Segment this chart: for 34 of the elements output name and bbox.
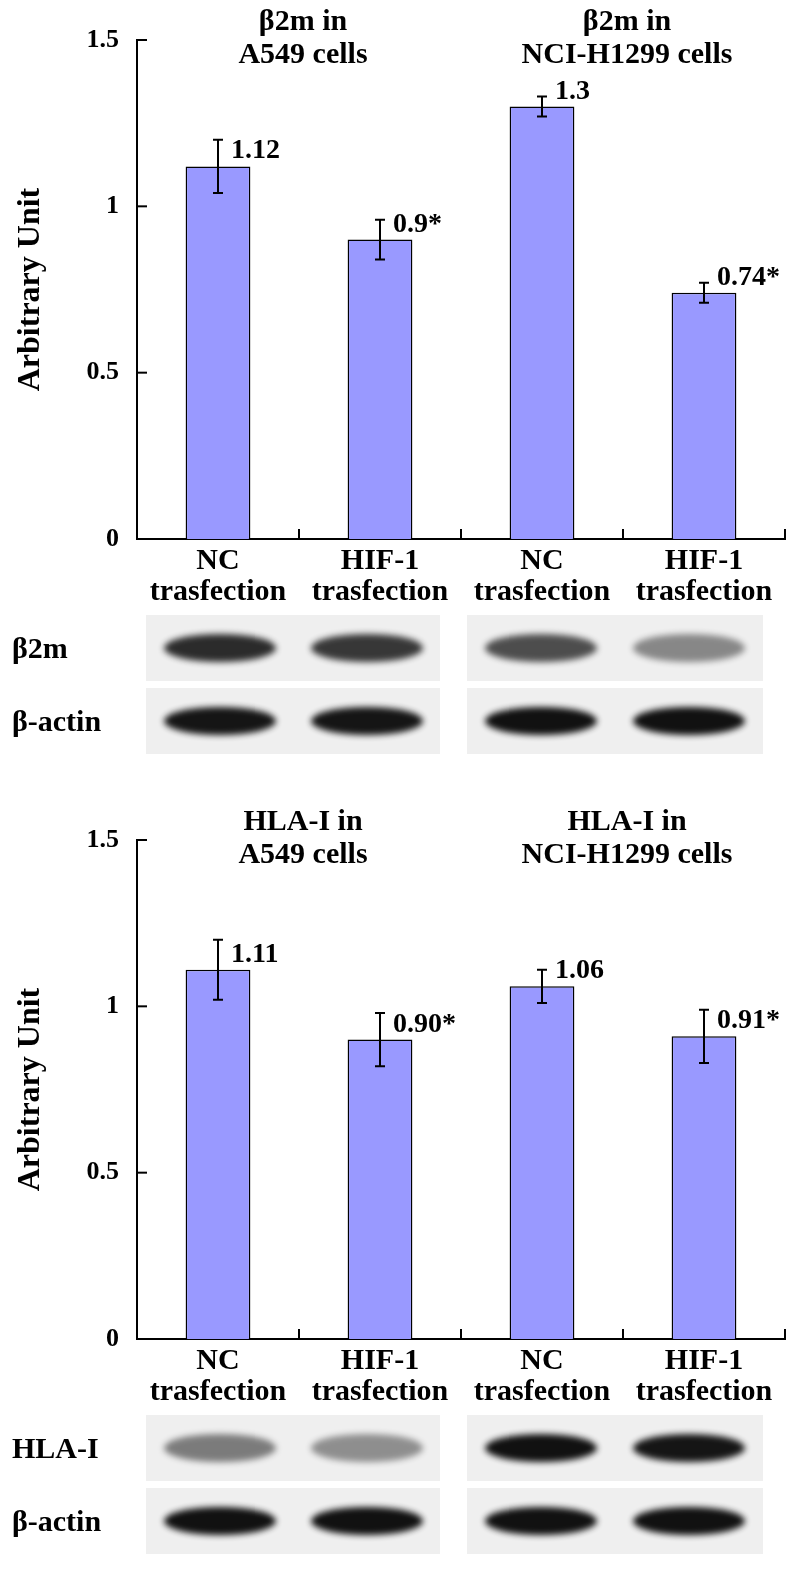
x-tick-label: NC trasfection [149,541,287,606]
x-tick-label: NC trasfection [473,1341,611,1406]
data-label: 1.06 [555,953,604,985]
data-label: 1.3 [555,73,590,105]
data-label: 0.90* [393,1006,456,1038]
y-tick-label: 1.5 [86,23,119,53]
annotation: HLA-I in A549 cells [238,803,368,869]
text: β-actin [12,1504,102,1537]
annotation: β2m in A549 cells [238,3,368,69]
data-label: 0.74* [717,259,780,291]
y-tick-label: 0.5 [86,356,119,386]
annotation: HLA-I in NCI-H1299 cells [521,803,733,869]
y-tick-label: 0 [106,1322,119,1352]
y-tick-label: 0.5 [86,1156,119,1186]
annotation: β2m in NCI-H1299 cells [521,3,733,69]
x-tick-label: HIF-1 trasfection [311,541,449,606]
y-tick-label: 1.5 [86,823,119,853]
y-axis-title: Arbitrary Unit [10,987,47,1192]
y-tick-label: 1 [106,990,119,1020]
data-label: 1.11 [231,936,279,968]
y-axis-title: Arbitrary Unit [10,187,47,392]
x-tick-label: NC trasfection [473,541,611,606]
y-tick-label: 0 [106,522,119,552]
text: β2m [12,631,68,664]
data-label: 0.9* [393,206,442,238]
x-tick-label: NC trasfection [149,1341,287,1406]
data-label: 0.91* [717,1003,780,1035]
x-tick-label: HIF-1 trasfection [311,1341,449,1406]
text: β-actin [12,704,102,737]
text: HLA-I [12,1431,99,1464]
x-tick-label: HIF-1 trasfection [635,1341,773,1406]
y-tick-label: 1 [106,190,119,220]
x-tick-label: HIF-1 trasfection [635,541,773,606]
data-label: 1.12 [231,133,280,165]
